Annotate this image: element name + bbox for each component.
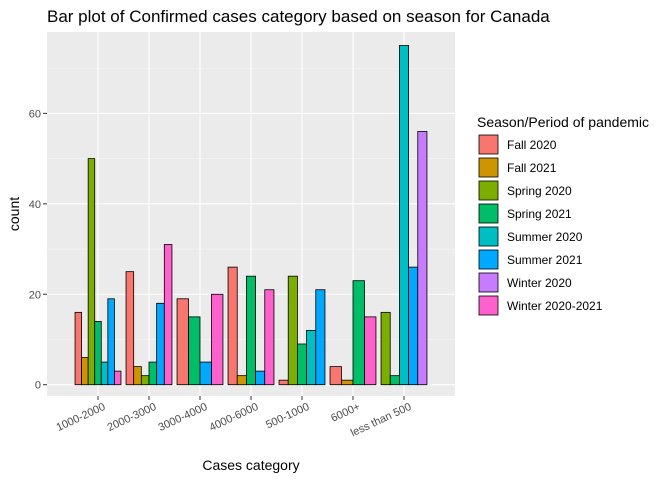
bar-winter-2020-2021 <box>113 370 122 386</box>
x-tick-label: 1000-2000 <box>55 401 108 434</box>
bar-spring-2021 <box>94 320 102 386</box>
y-tick-label: 40 <box>29 199 41 211</box>
legend-label: Spring 2020 <box>507 184 572 198</box>
bar-fall-2020 <box>125 271 135 386</box>
x-axis-title: Cases category <box>202 457 299 473</box>
bar-fall-2020 <box>176 298 189 386</box>
bar-summer-2020 <box>100 361 109 386</box>
x-tick-label: 4000-6000 <box>208 401 261 434</box>
legend: Season/Period of pandemic Fall 2020 Fall … <box>477 114 649 316</box>
bar-fall-2021 <box>236 375 247 386</box>
x-tick-label: 3000-4000 <box>157 401 210 434</box>
bar-summer-2021 <box>199 361 212 386</box>
y-tick-label: 20 <box>29 289 41 301</box>
bar-spring-2021 <box>246 275 256 386</box>
x-tick-label: 6000+ <box>329 401 362 425</box>
bar-summer-2021 <box>156 302 165 386</box>
bar-fall-2021 <box>341 379 354 386</box>
legend-label: Winter 2020-2021 <box>507 299 603 313</box>
y-tick-label: 60 <box>29 108 41 120</box>
bar-spring-2020 <box>87 158 96 386</box>
legend-label: Fall 2020 <box>507 138 557 152</box>
bar-spring-2021 <box>188 316 201 386</box>
bar-fall-2020 <box>227 266 238 386</box>
bar-summer-2021 <box>315 289 326 386</box>
legend-label: Winter 2020 <box>507 276 572 290</box>
legend-label: Summer 2021 <box>507 253 583 267</box>
bar-summer-2020 <box>306 330 317 386</box>
bar-spring-2020 <box>287 275 298 386</box>
bar-fall-2020 <box>74 311 83 386</box>
y-tick-label: 0 <box>35 380 41 392</box>
bar-summer-2021 <box>408 266 419 386</box>
x-tick-label: 500-1000 <box>264 401 311 432</box>
bar-spring-2021 <box>148 361 158 386</box>
legend-label: Spring 2021 <box>507 207 572 221</box>
legend-key <box>478 134 499 155</box>
bar-spring-2021 <box>352 280 365 386</box>
legend-key <box>478 203 499 224</box>
bar-summer-2020 <box>399 45 409 386</box>
bar-summer-2021 <box>107 298 115 386</box>
legend-key <box>478 249 499 270</box>
x-tick-label: 2000-3000 <box>106 401 159 434</box>
bar-spring-2021 <box>389 375 400 386</box>
bar-winter-2020 <box>417 131 428 386</box>
bar-spring-2020 <box>140 375 150 386</box>
bars <box>74 45 428 386</box>
bar-fall-2021 <box>81 357 89 386</box>
legend-key <box>478 157 499 178</box>
legend-key <box>478 272 499 293</box>
bar-winter-2020-2021 <box>211 293 224 386</box>
legend-label: Summer 2020 <box>507 230 583 244</box>
legend-key <box>478 226 499 247</box>
bar-winter-2020-2021 <box>264 289 275 386</box>
bar-fall-2020 <box>278 379 289 386</box>
legend-title: Season/Period of pandemic <box>477 114 649 130</box>
bar-fall-2021 <box>133 366 142 386</box>
bar-winter-2020-2021 <box>163 244 173 386</box>
legend-label: Fall 2021 <box>507 161 557 175</box>
bar-spring-2020 <box>380 311 391 386</box>
y-axis: 0 20 40 60 <box>29 108 47 392</box>
chart-title: Bar plot of Confirmed cases category bas… <box>47 7 550 26</box>
bar-fall-2020 <box>329 366 342 386</box>
bar-winter-2020-2021 <box>364 316 377 386</box>
bar-spring-2021 <box>297 343 307 386</box>
y-axis-title: count <box>6 197 22 231</box>
legend-key <box>478 295 499 316</box>
legend-key <box>478 180 499 201</box>
bar-summer-2021 <box>255 370 266 386</box>
